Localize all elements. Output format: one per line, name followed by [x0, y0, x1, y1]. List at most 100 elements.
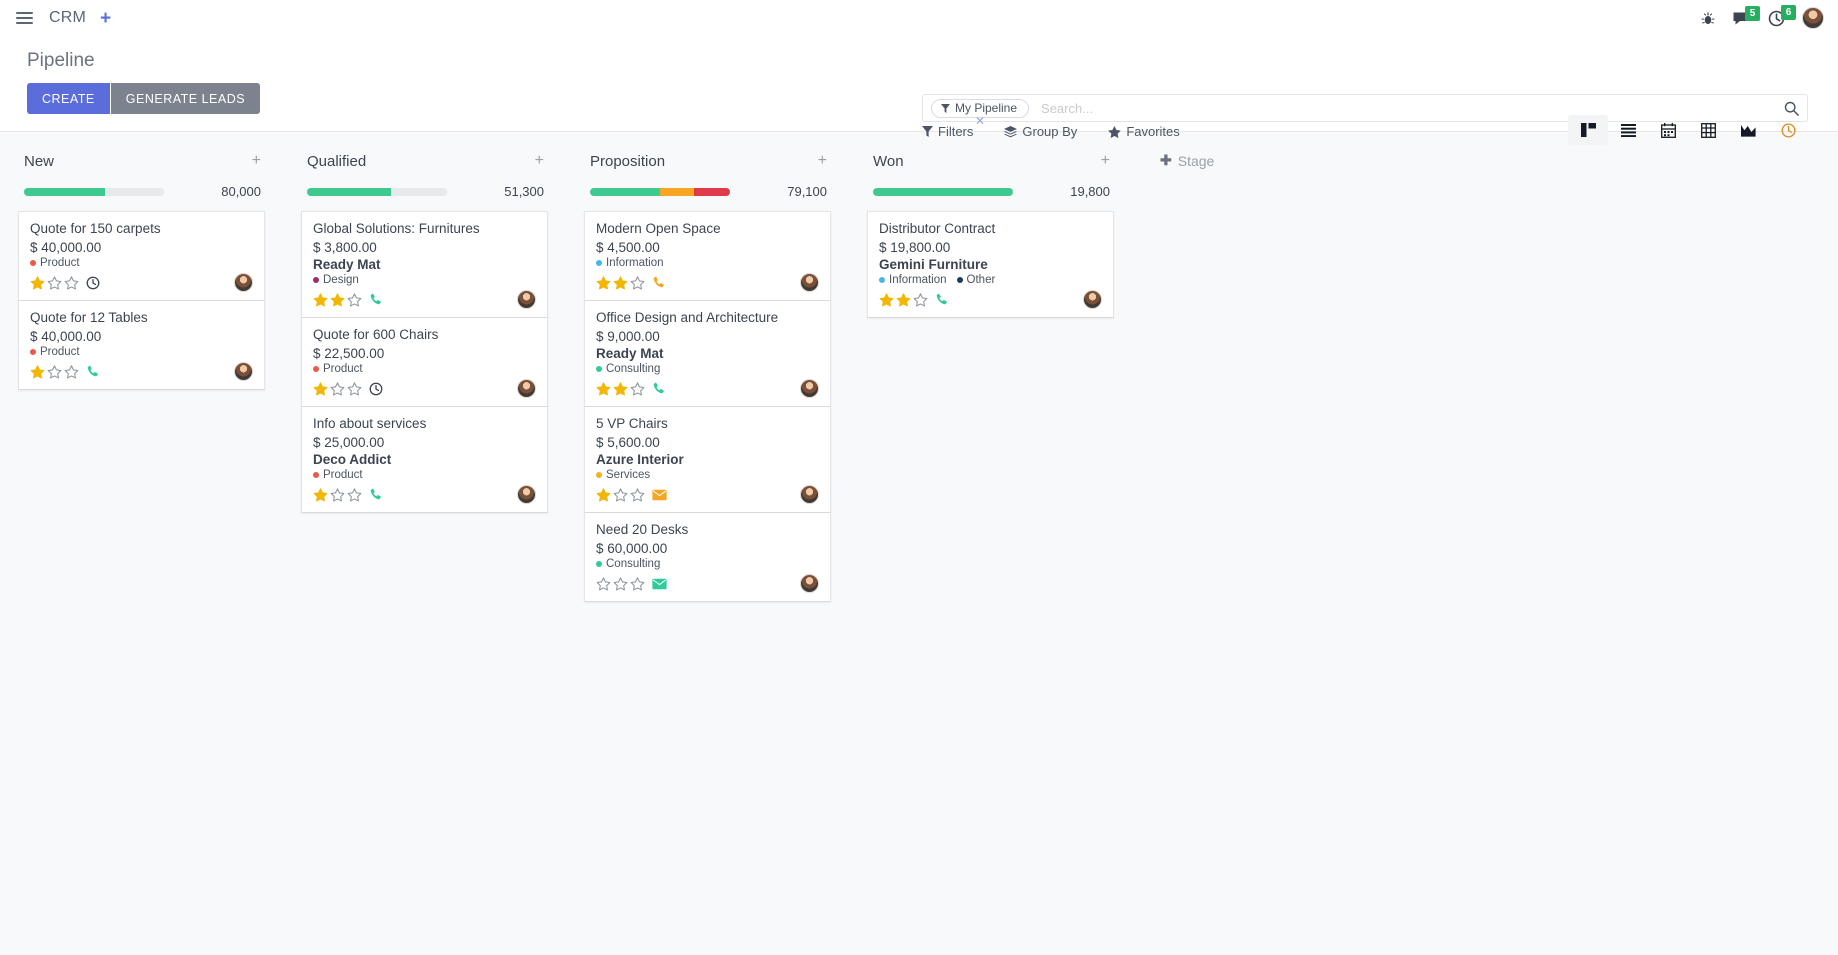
avatar[interactable] — [517, 290, 536, 309]
star-icon[interactable] — [330, 487, 345, 502]
kanban-card[interactable]: Need 20 Desks $ 60,000.00 Consulting — [584, 513, 831, 602]
star-icon[interactable] — [330, 292, 345, 307]
column-title[interactable]: Proposition — [590, 152, 666, 170]
avatar[interactable] — [234, 273, 253, 292]
avatar[interactable] — [800, 485, 819, 504]
progress-segment[interactable] — [391, 187, 447, 196]
star-icon[interactable] — [596, 275, 611, 290]
plus-icon[interactable]: + — [1100, 152, 1110, 169]
priority-stars[interactable] — [313, 487, 362, 502]
kanban-card[interactable]: Quote for 150 carpets $ 40,000.00 Product — [18, 211, 265, 301]
star-icon[interactable] — [313, 487, 328, 502]
star-icon[interactable] — [64, 275, 79, 290]
star-icon[interactable] — [347, 487, 362, 502]
kanban-card[interactable]: 5 VP Chairs $ 5,600.00 Azure Interior Servi… — [584, 407, 831, 513]
priority-stars[interactable] — [596, 487, 645, 502]
progress-bar[interactable] — [307, 187, 447, 196]
kanban-card[interactable]: Modern Open Space $ 4,500.00 Information — [584, 211, 831, 301]
progress-bar[interactable] — [590, 187, 730, 196]
clock-icon[interactable] — [86, 276, 100, 290]
view-kanban-button[interactable] — [1568, 115, 1608, 145]
avatar[interactable] — [800, 379, 819, 398]
envelope-icon[interactable] — [652, 489, 667, 501]
kanban-card[interactable]: Global Solutions: Furnitures $ 3,800.00 Re… — [301, 211, 548, 318]
column-title[interactable]: Qualified — [307, 152, 367, 170]
avatar[interactable] — [517, 485, 536, 504]
progress-segment[interactable] — [660, 187, 694, 196]
priority-stars[interactable] — [30, 364, 79, 379]
search-box[interactable]: My Pipeline ✕ — [922, 94, 1808, 127]
view-graph-button[interactable] — [1728, 115, 1768, 145]
star-icon[interactable] — [30, 364, 45, 379]
star-icon[interactable] — [47, 364, 62, 379]
view-pivot-button[interactable] — [1688, 115, 1728, 145]
create-button[interactable]: CREATE — [27, 83, 110, 114]
star-icon[interactable] — [596, 576, 611, 591]
plus-icon[interactable]: + — [534, 152, 544, 169]
star-icon[interactable] — [313, 292, 328, 307]
star-icon[interactable] — [613, 381, 628, 396]
plus-icon[interactable]: + — [251, 152, 261, 169]
star-icon[interactable] — [64, 364, 79, 379]
star-icon[interactable] — [630, 487, 645, 502]
progress-segment[interactable] — [24, 187, 106, 196]
add-stage-button[interactable]: ✚ Stage — [1160, 152, 1214, 169]
favorites-dropdown[interactable]: Favorites — [1108, 124, 1180, 139]
clock-icon[interactable] — [369, 382, 383, 396]
phone-icon[interactable] — [652, 382, 666, 396]
app-name[interactable]: CRM — [49, 9, 87, 26]
star-icon[interactable] — [896, 292, 911, 307]
star-icon[interactable] — [313, 381, 328, 396]
star-icon[interactable] — [630, 275, 645, 290]
priority-stars[interactable] — [596, 576, 645, 591]
star-icon[interactable] — [879, 292, 894, 307]
progress-segment[interactable] — [693, 187, 730, 196]
progress-bar[interactable] — [873, 187, 1013, 196]
star-icon[interactable] — [630, 576, 645, 591]
progress-bar[interactable] — [24, 187, 164, 196]
close-icon[interactable]: ✕ — [974, 113, 986, 128]
kanban-card[interactable]: Distributor Contract $ 19,800.00 Gemini Fu… — [867, 211, 1114, 318]
progress-segment[interactable] — [873, 187, 1013, 196]
priority-stars[interactable] — [313, 292, 362, 307]
avatar[interactable] — [1083, 290, 1102, 309]
hamburger-icon[interactable] — [14, 10, 35, 26]
avatar[interactable] — [517, 379, 536, 398]
star-icon[interactable] — [913, 292, 928, 307]
view-list-button[interactable] — [1608, 115, 1648, 145]
phone-icon[interactable] — [369, 293, 383, 307]
star-icon[interactable] — [596, 381, 611, 396]
generate-leads-button[interactable]: GENERATE LEADS — [110, 83, 261, 114]
star-icon[interactable] — [30, 275, 45, 290]
avatar[interactable] — [1802, 7, 1824, 29]
search-facet-my-pipeline[interactable]: My Pipeline ✕ — [931, 98, 1030, 127]
search-input[interactable] — [1039, 99, 1784, 117]
avatar[interactable] — [800, 574, 819, 593]
kanban-card[interactable]: Info about services $ 25,000.00 Deco Addic… — [301, 407, 548, 513]
star-icon[interactable] — [596, 487, 611, 502]
kanban-card[interactable]: Office Design and Architecture $ 9,000.00… — [584, 301, 831, 407]
priority-stars[interactable] — [879, 292, 928, 307]
star-icon[interactable] — [347, 292, 362, 307]
kanban-card[interactable]: Quote for 600 Chairs $ 22,500.00 Product — [301, 318, 548, 407]
priority-stars[interactable] — [596, 275, 645, 290]
priority-stars[interactable] — [30, 275, 79, 290]
groupby-dropdown[interactable]: Group By — [1004, 124, 1077, 139]
star-icon[interactable] — [630, 381, 645, 396]
kanban-card[interactable]: Quote for 12 Tables $ 40,000.00 Product — [18, 301, 265, 390]
column-title[interactable]: Won — [873, 152, 904, 170]
progress-segment[interactable] — [590, 187, 660, 196]
column-title[interactable]: New — [24, 152, 55, 170]
avatar[interactable] — [800, 273, 819, 292]
envelope-icon[interactable] — [652, 578, 667, 590]
view-activity-button[interactable] — [1768, 115, 1808, 145]
priority-stars[interactable] — [313, 381, 362, 396]
view-calendar-button[interactable] — [1648, 115, 1688, 145]
star-icon[interactable] — [613, 487, 628, 502]
star-icon[interactable] — [613, 576, 628, 591]
star-icon[interactable] — [613, 275, 628, 290]
progress-segment[interactable] — [307, 187, 391, 196]
phone-icon[interactable] — [369, 488, 383, 502]
star-icon[interactable] — [347, 381, 362, 396]
phone-icon[interactable] — [652, 276, 666, 290]
